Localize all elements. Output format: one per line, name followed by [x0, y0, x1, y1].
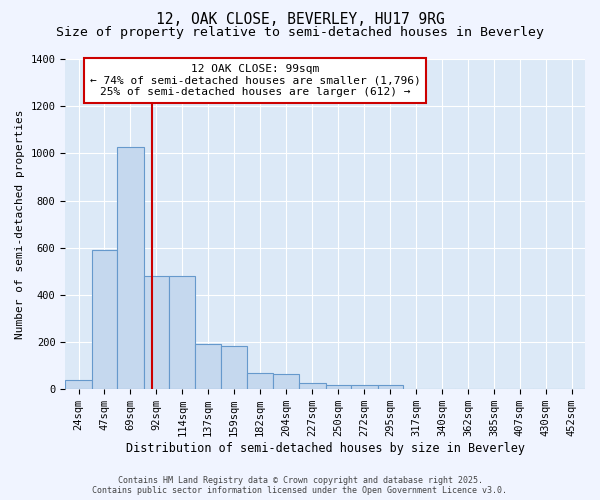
Text: Size of property relative to semi-detached houses in Beverley: Size of property relative to semi-detach…: [56, 26, 544, 39]
Bar: [92, 250, 117, 389]
Bar: [143, 276, 169, 389]
Bar: [299, 384, 326, 389]
Bar: [169, 276, 196, 389]
X-axis label: Distribution of semi-detached houses by size in Beverley: Distribution of semi-detached houses by …: [125, 442, 524, 455]
Bar: [247, 372, 273, 389]
Y-axis label: Number of semi-detached properties: Number of semi-detached properties: [15, 110, 25, 339]
Bar: [326, 384, 351, 389]
Text: 12 OAK CLOSE: 99sqm
← 74% of semi-detached houses are smaller (1,796)
25% of sem: 12 OAK CLOSE: 99sqm ← 74% of semi-detach…: [89, 64, 421, 97]
Text: 12, OAK CLOSE, BEVERLEY, HU17 9RG: 12, OAK CLOSE, BEVERLEY, HU17 9RG: [155, 12, 445, 28]
Bar: [273, 374, 299, 389]
Bar: [351, 384, 377, 389]
Text: Contains HM Land Registry data © Crown copyright and database right 2025.
Contai: Contains HM Land Registry data © Crown c…: [92, 476, 508, 495]
Bar: [65, 380, 92, 389]
Bar: [377, 384, 403, 389]
Bar: [221, 346, 247, 389]
Bar: [196, 344, 221, 389]
Bar: [117, 148, 143, 389]
